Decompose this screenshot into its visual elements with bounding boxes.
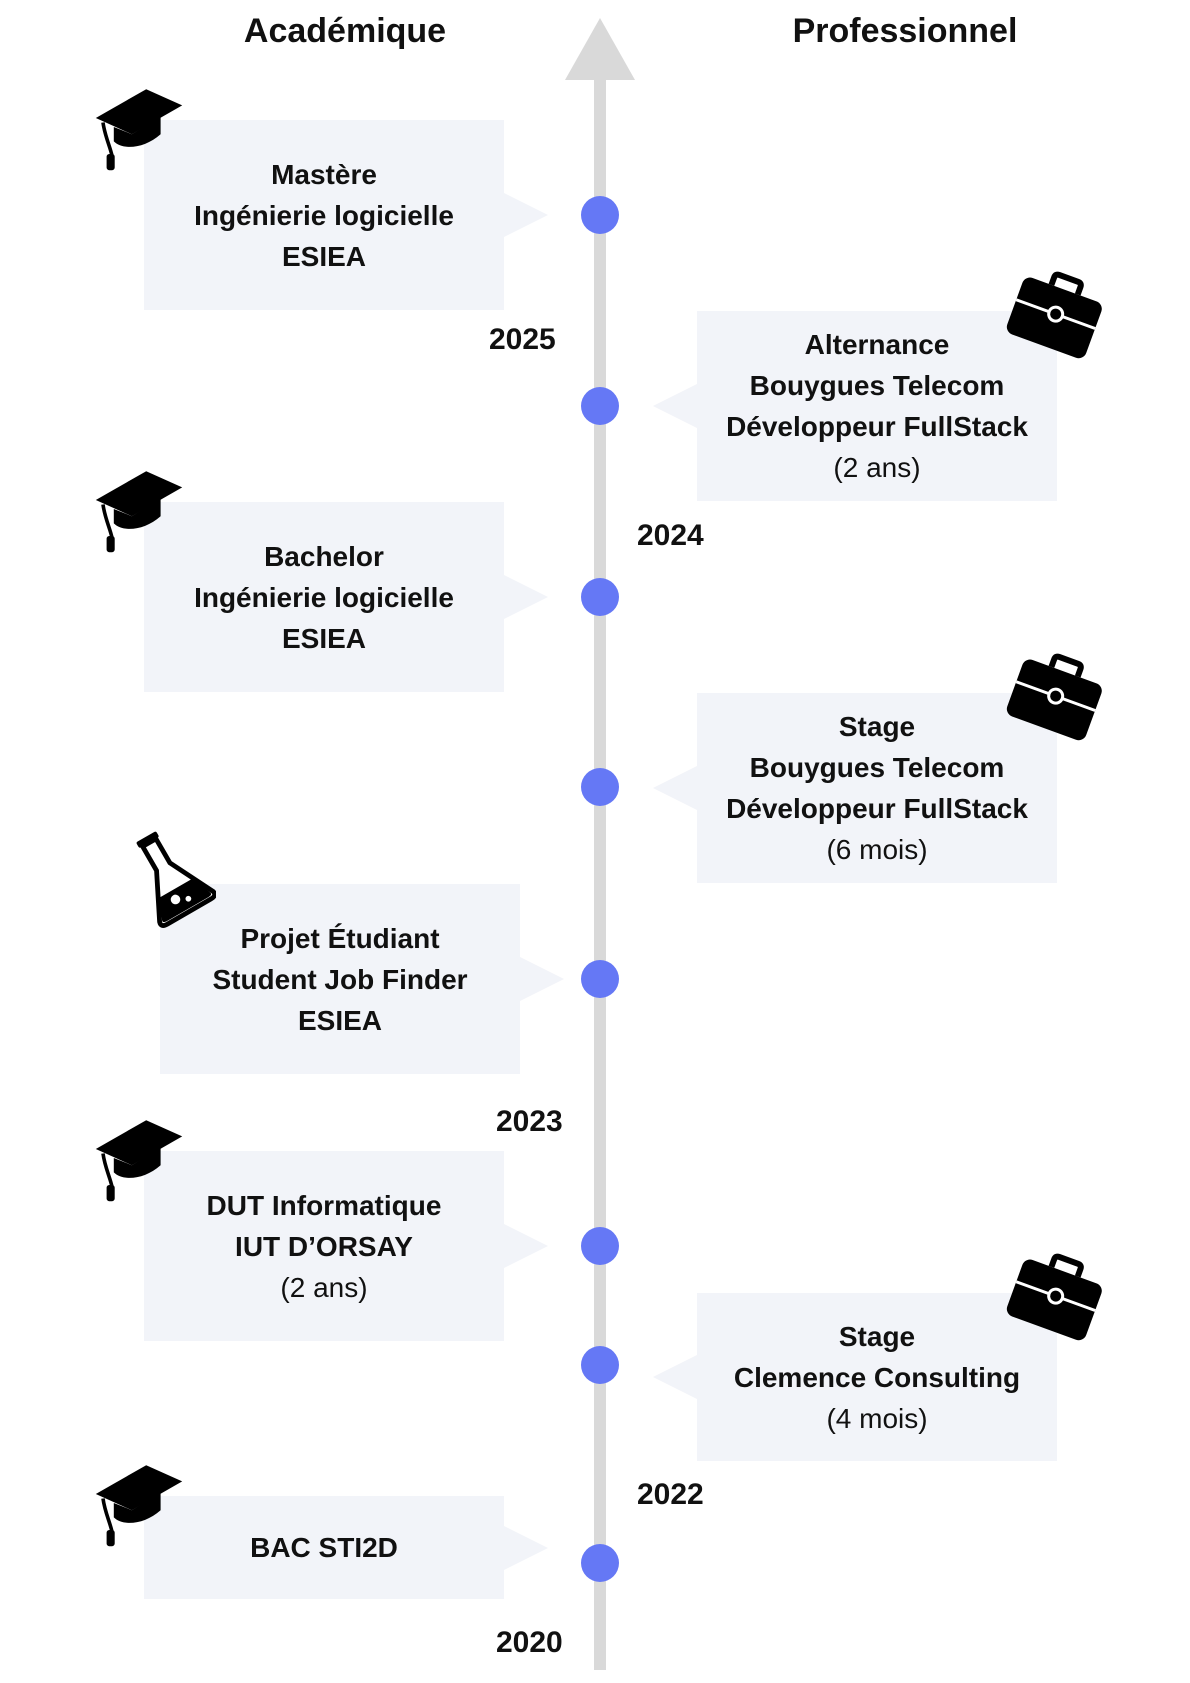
timeline-axis	[594, 70, 606, 1670]
year-label: 2024	[637, 519, 704, 552]
professional-column-title: Professionnel	[792, 12, 1018, 50]
academic-entry-student-project: Projet Étudiant Student Job Finder ESIEA	[160, 884, 564, 1074]
academic-entry-bachelor: Bachelor Ingénierie logicielle ESIEA	[144, 502, 548, 692]
graduation-cap-icon	[94, 1458, 184, 1548]
entry-title: Projet Étudiant	[240, 922, 440, 954]
graduation-cap-icon	[94, 82, 184, 172]
entry-line: IUT D’ORSAY	[235, 1230, 413, 1262]
professional-entry-alternance: Alternance Bouygues Telecom Développeur …	[653, 311, 1057, 501]
entry-line: Bouygues Telecom	[749, 752, 1005, 783]
briefcase-icon	[1005, 648, 1105, 748]
entry-title: DUT Informatique	[206, 1189, 442, 1221]
year-label: 2022	[637, 1478, 704, 1511]
entry-title: Mastère	[271, 158, 377, 190]
entry-duration: (4 mois)	[826, 1402, 928, 1434]
entry-line: ESIEA	[297, 1004, 383, 1036]
academic-entry-dut: DUT Informatique IUT D’ORSAY (2 ans)	[144, 1151, 548, 1341]
year-label: 2020	[496, 1626, 563, 1659]
timeline-arrow-head	[565, 18, 635, 80]
entry-line: ESIEA	[281, 622, 367, 654]
timeline-dot	[581, 387, 619, 425]
entry-line: Ingénierie logicielle	[194, 199, 454, 231]
graduation-cap-icon	[94, 1113, 184, 1203]
entry-duration: (2 ans)	[833, 452, 921, 483]
timeline-dot	[581, 1346, 619, 1384]
year-label: 2023	[496, 1105, 563, 1138]
briefcase-icon	[1005, 266, 1105, 366]
timeline-dot	[581, 960, 619, 998]
entry-duration: (2 ans)	[280, 1271, 368, 1303]
entry-line: Bouygues Telecom	[749, 370, 1005, 401]
timeline-dot	[581, 196, 619, 234]
entry-line: Développeur FullStack	[726, 411, 1028, 442]
entry-line: Ingénierie logicielle	[194, 581, 454, 613]
entry-line: Clemence Consulting	[733, 1361, 1021, 1393]
entry-title: Alternance	[804, 329, 950, 360]
academic-entry-masters: Mastère Ingénierie logicielle ESIEA	[144, 120, 548, 310]
graduation-cap-icon	[94, 464, 184, 554]
entry-title: Stage	[838, 1320, 916, 1352]
entry-line: ESIEA	[281, 240, 367, 272]
briefcase-icon	[1005, 1248, 1105, 1348]
professional-entry-stage-bouygues: Stage Bouygues Telecom Développeur FullS…	[653, 693, 1057, 883]
flask-icon	[120, 820, 216, 930]
entry-duration: (6 mois)	[826, 834, 928, 865]
entry-line: Développeur FullStack	[726, 793, 1028, 824]
year-label: 2025	[489, 323, 556, 356]
timeline-dot	[581, 1544, 619, 1582]
academic-column-title: Académique	[243, 12, 447, 50]
entry-title: Stage	[838, 711, 916, 742]
entry-line: Student Job Finder	[212, 963, 468, 995]
timeline-dot	[581, 768, 619, 806]
professional-entry-stage-clemence: Stage Clemence Consulting (4 mois)	[653, 1293, 1057, 1461]
academic-entry-bac: BAC STI2D	[144, 1496, 548, 1599]
timeline-dot	[581, 578, 619, 616]
entry-title: Bachelor	[264, 540, 384, 572]
entry-title: BAC STI2D	[250, 1532, 398, 1563]
timeline-dot	[581, 1227, 619, 1265]
